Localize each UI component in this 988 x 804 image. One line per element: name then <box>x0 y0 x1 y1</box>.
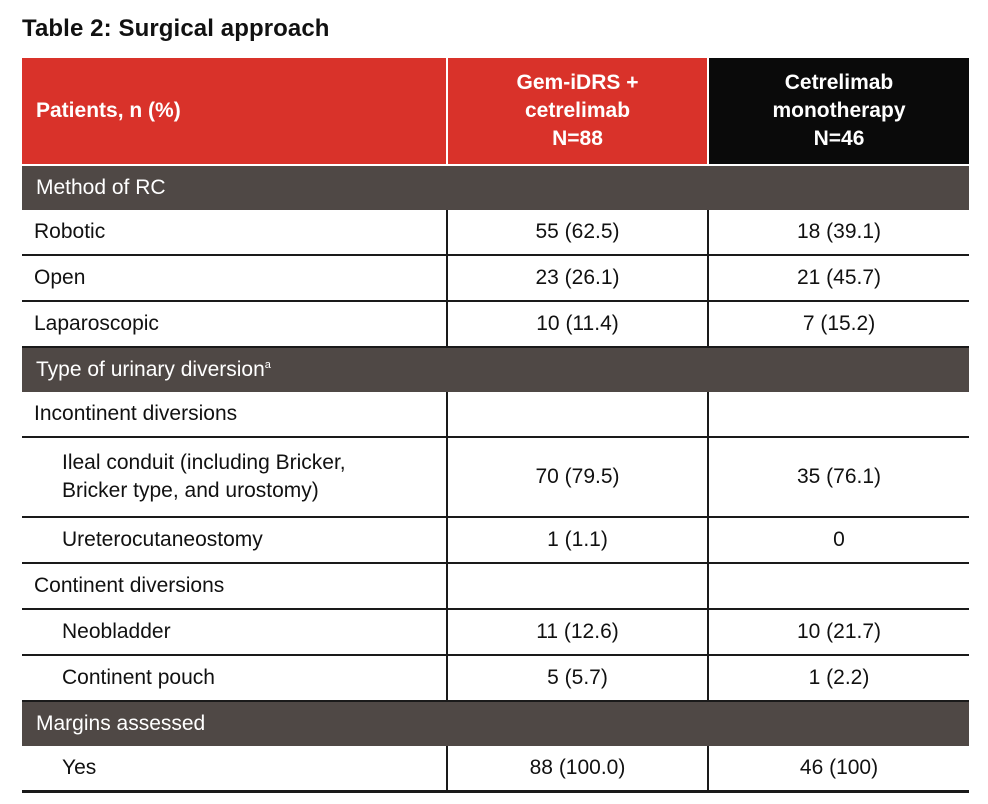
row-value-mono: 18 (39.1) <box>707 210 969 256</box>
row-value-mono <box>707 563 969 610</box>
header-gem-idrs-cetrelimab: Gem-iDRS + cetrelimab N=88 <box>446 58 708 165</box>
row-label-line-1: Ileal conduit (including Bricker, <box>62 451 346 474</box>
row-label: Ureterocutaneostomy <box>22 517 447 564</box>
header-gem-line-2: cetrelimab <box>524 99 631 122</box>
section-row-margins-assessed: Margins assessed <box>22 700 969 746</box>
row-value-gem <box>446 563 708 610</box>
header-gem-line-3: N=88 <box>552 127 603 150</box>
footnote-marker: a <box>264 359 271 371</box>
table-row: Yes 88 (100.0) 46 (100) <box>22 746 969 793</box>
row-value-mono <box>707 392 969 438</box>
row-label-line-2: Bricker type, and urostomy) <box>62 479 319 502</box>
table-row: Open 23 (26.1) 21 (45.7) <box>22 255 969 302</box>
row-value-gem: 88 (100.0) <box>446 746 708 793</box>
table-row: Neobladder 11 (12.6) 10 (21.7) <box>22 609 969 656</box>
row-value-mono: 21 (45.7) <box>707 255 969 302</box>
row-label: Neobladder <box>22 609 447 656</box>
table-row: Ureterocutaneostomy 1 (1.1) 0 <box>22 517 969 564</box>
row-value-gem: 23 (26.1) <box>446 255 708 302</box>
header-mono-line-1: Cetrelimab <box>784 71 894 94</box>
row-value-mono: 7 (15.2) <box>707 301 969 348</box>
row-value-mono: 35 (76.1) <box>707 437 969 518</box>
row-label: Ileal conduit (including Bricker, Bricke… <box>22 437 447 518</box>
row-label: Yes <box>22 746 447 793</box>
section-label-wrap: Type of urinary diversiona <box>22 346 969 392</box>
row-label: Incontinent diversions <box>22 392 447 438</box>
section-label: Method of RC <box>22 164 969 210</box>
row-label: Continent diversions <box>22 563 447 610</box>
header-cetrelimab-monotherapy: Cetrelimab monotherapy N=46 <box>707 58 969 165</box>
table-row: Ileal conduit (including Bricker, Bricke… <box>22 437 969 518</box>
row-value-gem <box>446 392 708 438</box>
row-label: Robotic <box>22 210 447 256</box>
row-value-gem: 10 (11.4) <box>446 301 708 348</box>
header-mono-line-3: N=46 <box>813 127 865 150</box>
row-label: Continent pouch <box>22 655 447 702</box>
table-row: Laparoscopic 10 (11.4) 7 (15.2) <box>22 301 969 348</box>
header-patients: Patients, n (%) <box>22 58 447 165</box>
section-row-method-of-rc: Method of RC <box>22 164 969 210</box>
row-value-gem: 70 (79.5) <box>446 437 708 518</box>
section-label: Margins assessed <box>22 700 969 746</box>
surgical-approach-table: Patients, n (%) Gem-iDRS + cetrelimab N=… <box>22 58 969 793</box>
row-value-mono: 46 (100) <box>707 746 969 793</box>
table-header-row: Patients, n (%) Gem-iDRS + cetrelimab N=… <box>22 58 969 165</box>
row-value-gem: 5 (5.7) <box>446 655 708 702</box>
row-label: Laparoscopic <box>22 301 447 348</box>
row-value-gem: 11 (12.6) <box>446 609 708 656</box>
row-label: Open <box>22 255 447 302</box>
header-mono-line-2: monotherapy <box>772 99 906 122</box>
table-row: Robotic 55 (62.5) 18 (39.1) <box>22 210 969 256</box>
row-value-gem: 1 (1.1) <box>446 517 708 564</box>
row-value-mono: 0 <box>707 517 969 564</box>
header-gem-line-1: Gem-iDRS + <box>516 71 639 94</box>
row-value-gem: 55 (62.5) <box>446 210 708 256</box>
section-label: Type of urinary diversion <box>36 358 265 381</box>
row-value-mono: 1 (2.2) <box>707 655 969 702</box>
table-row: Incontinent diversions <box>22 392 969 438</box>
table-row: Continent diversions <box>22 563 969 610</box>
table-row: Continent pouch 5 (5.7) 1 (2.2) <box>22 655 969 702</box>
row-value-mono: 10 (21.7) <box>707 609 969 656</box>
section-row-urinary-diversion: Type of urinary diversiona <box>22 346 969 392</box>
table-title: Table 2: Surgical approach <box>22 15 330 42</box>
